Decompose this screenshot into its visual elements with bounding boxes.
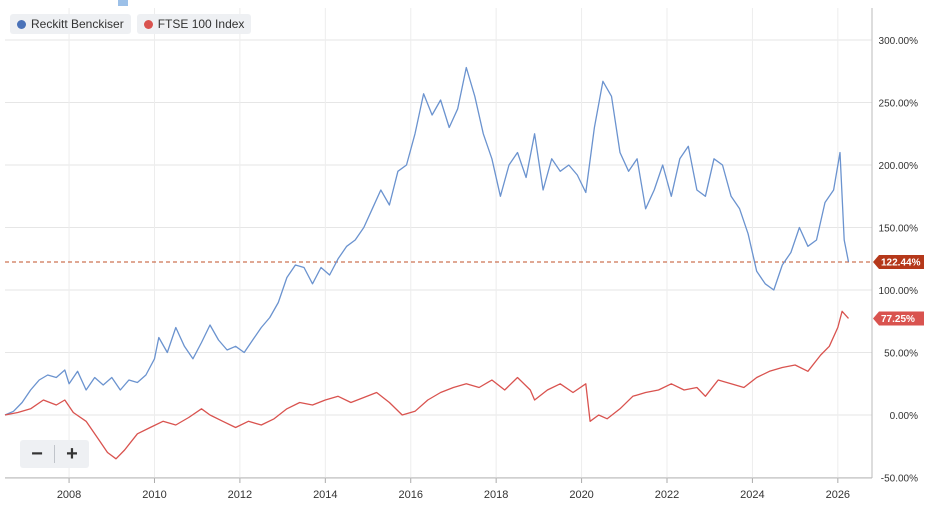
series-line-ftse [4, 310, 849, 460]
last-value-label: 77.25% [881, 314, 915, 325]
x-tick-label: 2018 [484, 489, 508, 501]
last-value-label: 122.44% [881, 257, 921, 268]
x-tick-label: 2020 [569, 489, 593, 501]
x-tick-label: 2016 [398, 489, 422, 501]
y-tick-label: 150.00% [879, 224, 919, 235]
last-value-flag-ftse: 77.25% [873, 311, 924, 326]
y-tick-label: 50.00% [884, 349, 918, 360]
zoom-in-button[interactable]: + [66, 442, 78, 465]
last-value-flag-bg [873, 254, 924, 269]
x-tick-label: 2022 [655, 489, 679, 501]
zoom-control: − + [20, 440, 89, 468]
value-labels: 122.44% 77.25% [873, 254, 924, 326]
y-tick-label: -50.00% [881, 474, 918, 485]
x-tick-label: 2012 [228, 489, 252, 501]
x-tick-label: 2026 [826, 489, 850, 501]
y-tick-label: 100.00% [879, 286, 919, 297]
grid [5, 8, 872, 478]
last-value-flag-reckitt: 122.44% [873, 254, 924, 269]
x-tick-label: 2008 [57, 489, 81, 501]
zoom-separator [54, 445, 55, 463]
top-accent [118, 0, 128, 6]
legend-label-ftse: FTSE 100 Index [157, 17, 245, 31]
y-tick-label: 300.00% [879, 36, 919, 47]
legend-item-reckitt[interactable]: Reckitt Benckiser [10, 14, 131, 34]
y-tick-label: 0.00% [890, 411, 918, 422]
series-lines [4, 66, 872, 460]
y-tick-label: 250.00% [879, 99, 919, 110]
legend-label-reckitt: Reckitt Benckiser [31, 17, 124, 31]
legend-dot-reckitt [17, 19, 26, 29]
y-tick-label: 200.00% [879, 161, 919, 172]
legend-dot-ftse [143, 19, 153, 29]
series-line-reckitt [4, 66, 850, 416]
legend: Reckitt Benckiser FTSE 100 Index [10, 14, 252, 34]
axes: 300.00% 250.00% 200.00% 150.00% 100.00% 50.00… [5, 8, 918, 501]
x-tick-label: 2014 [313, 489, 337, 501]
x-tick-label: 2010 [142, 489, 166, 501]
last-value-flag-bg [873, 311, 924, 326]
legend-item-ftse[interactable]: FTSE 100 Index [136, 14, 252, 34]
zoom-out-button[interactable]: − [31, 442, 43, 465]
x-tick-label: 2024 [740, 489, 764, 501]
